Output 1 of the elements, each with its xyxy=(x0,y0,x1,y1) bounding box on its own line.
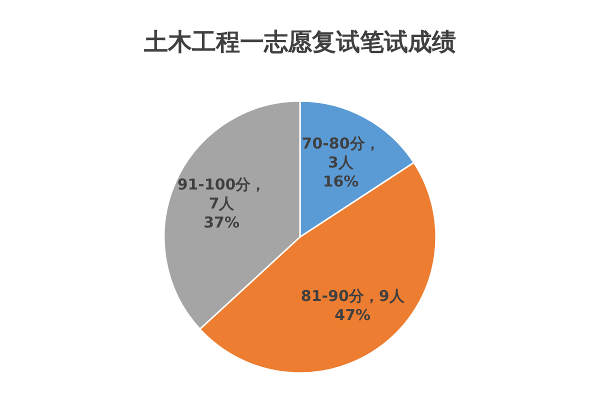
title: 土木工程一志愿复试笔试成绩 xyxy=(144,28,456,56)
